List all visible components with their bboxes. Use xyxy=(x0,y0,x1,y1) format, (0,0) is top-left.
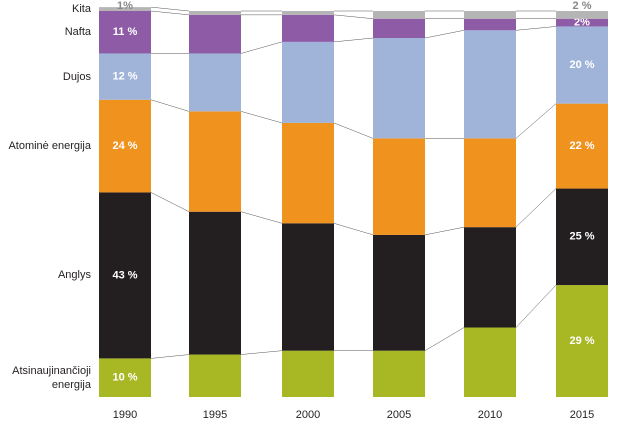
bar-segment xyxy=(373,234,425,351)
data-label: 25 % xyxy=(569,231,594,243)
connector xyxy=(333,37,374,43)
bar-segment xyxy=(464,327,516,397)
bar-segment xyxy=(189,354,241,397)
connector xyxy=(515,188,557,228)
bar-segment xyxy=(189,111,241,212)
bar-segment xyxy=(99,11,151,54)
data-label: 24 % xyxy=(112,140,137,152)
connector xyxy=(515,26,557,31)
connector xyxy=(333,122,374,139)
series-label: Atsinaujinančioji energija xyxy=(12,364,91,391)
bar-segment xyxy=(464,227,516,328)
bar-segment xyxy=(99,7,151,11)
bar-segment xyxy=(189,14,241,54)
bar-segment xyxy=(464,18,516,31)
bar-segment xyxy=(373,11,425,19)
bar-segment xyxy=(99,53,151,100)
connector xyxy=(240,211,283,224)
data-label: 10 % xyxy=(112,372,137,384)
data-label: 2 % xyxy=(573,0,592,12)
data-label: 11 % xyxy=(113,26,138,38)
x-tick-label: 1990 xyxy=(113,409,137,421)
bar-segment xyxy=(282,350,334,397)
connector xyxy=(424,226,465,236)
data-label: 20 % xyxy=(569,59,594,71)
x-tick-label: 1995 xyxy=(203,409,227,421)
series-label: Kita xyxy=(72,3,91,16)
connector xyxy=(424,327,465,351)
bar-segment xyxy=(373,350,425,397)
x-tick-label: 2010 xyxy=(478,409,502,421)
bar-segment xyxy=(282,223,334,351)
bar-segment xyxy=(556,26,608,104)
connector xyxy=(150,10,190,16)
connector xyxy=(150,6,190,12)
connector xyxy=(424,30,465,39)
connector xyxy=(150,192,190,212)
bar-segment xyxy=(282,11,334,15)
bar-segment xyxy=(282,41,334,123)
bar-segment xyxy=(464,138,516,228)
bar-segment xyxy=(556,188,608,286)
bar-segment xyxy=(556,11,608,19)
data-label: 2% xyxy=(574,16,590,28)
x-tick-label: 2015 xyxy=(570,409,594,421)
bar-segment xyxy=(282,14,334,42)
connector xyxy=(240,111,283,124)
connector xyxy=(240,350,283,355)
connector xyxy=(240,41,283,54)
bar-segment xyxy=(189,11,241,15)
bar-segment xyxy=(464,11,516,19)
connector xyxy=(150,99,190,112)
bar-segment xyxy=(556,285,608,397)
connector xyxy=(150,354,190,359)
connector xyxy=(515,284,557,328)
x-tick-label: 2005 xyxy=(387,409,411,421)
connector xyxy=(333,14,374,19)
bar-segment xyxy=(373,138,425,235)
bar-segment xyxy=(189,53,241,112)
series-label: Dujos xyxy=(62,70,91,83)
bar-segment xyxy=(282,122,334,224)
bar-segment xyxy=(556,18,608,27)
bar-segment xyxy=(99,99,151,193)
bar-segment xyxy=(99,358,151,397)
series-label: Nafta xyxy=(64,26,91,39)
connector xyxy=(515,103,557,139)
bar-segment xyxy=(373,18,425,39)
data-label: 1% xyxy=(117,0,133,12)
bar-segment xyxy=(373,38,425,139)
bar-segment xyxy=(556,103,608,189)
bar-segment xyxy=(464,30,516,139)
series-label: Atominė energija xyxy=(8,140,91,153)
connector xyxy=(333,223,374,236)
bar-segment xyxy=(99,192,151,359)
x-tick-label: 2000 xyxy=(296,409,320,421)
data-label: 22 % xyxy=(569,140,594,152)
bar-segment xyxy=(189,211,241,355)
data-label: 12 % xyxy=(112,71,137,83)
series-label: Anglys xyxy=(57,269,91,282)
data-label: 43 % xyxy=(112,269,137,281)
data-label: 29 % xyxy=(569,335,594,347)
